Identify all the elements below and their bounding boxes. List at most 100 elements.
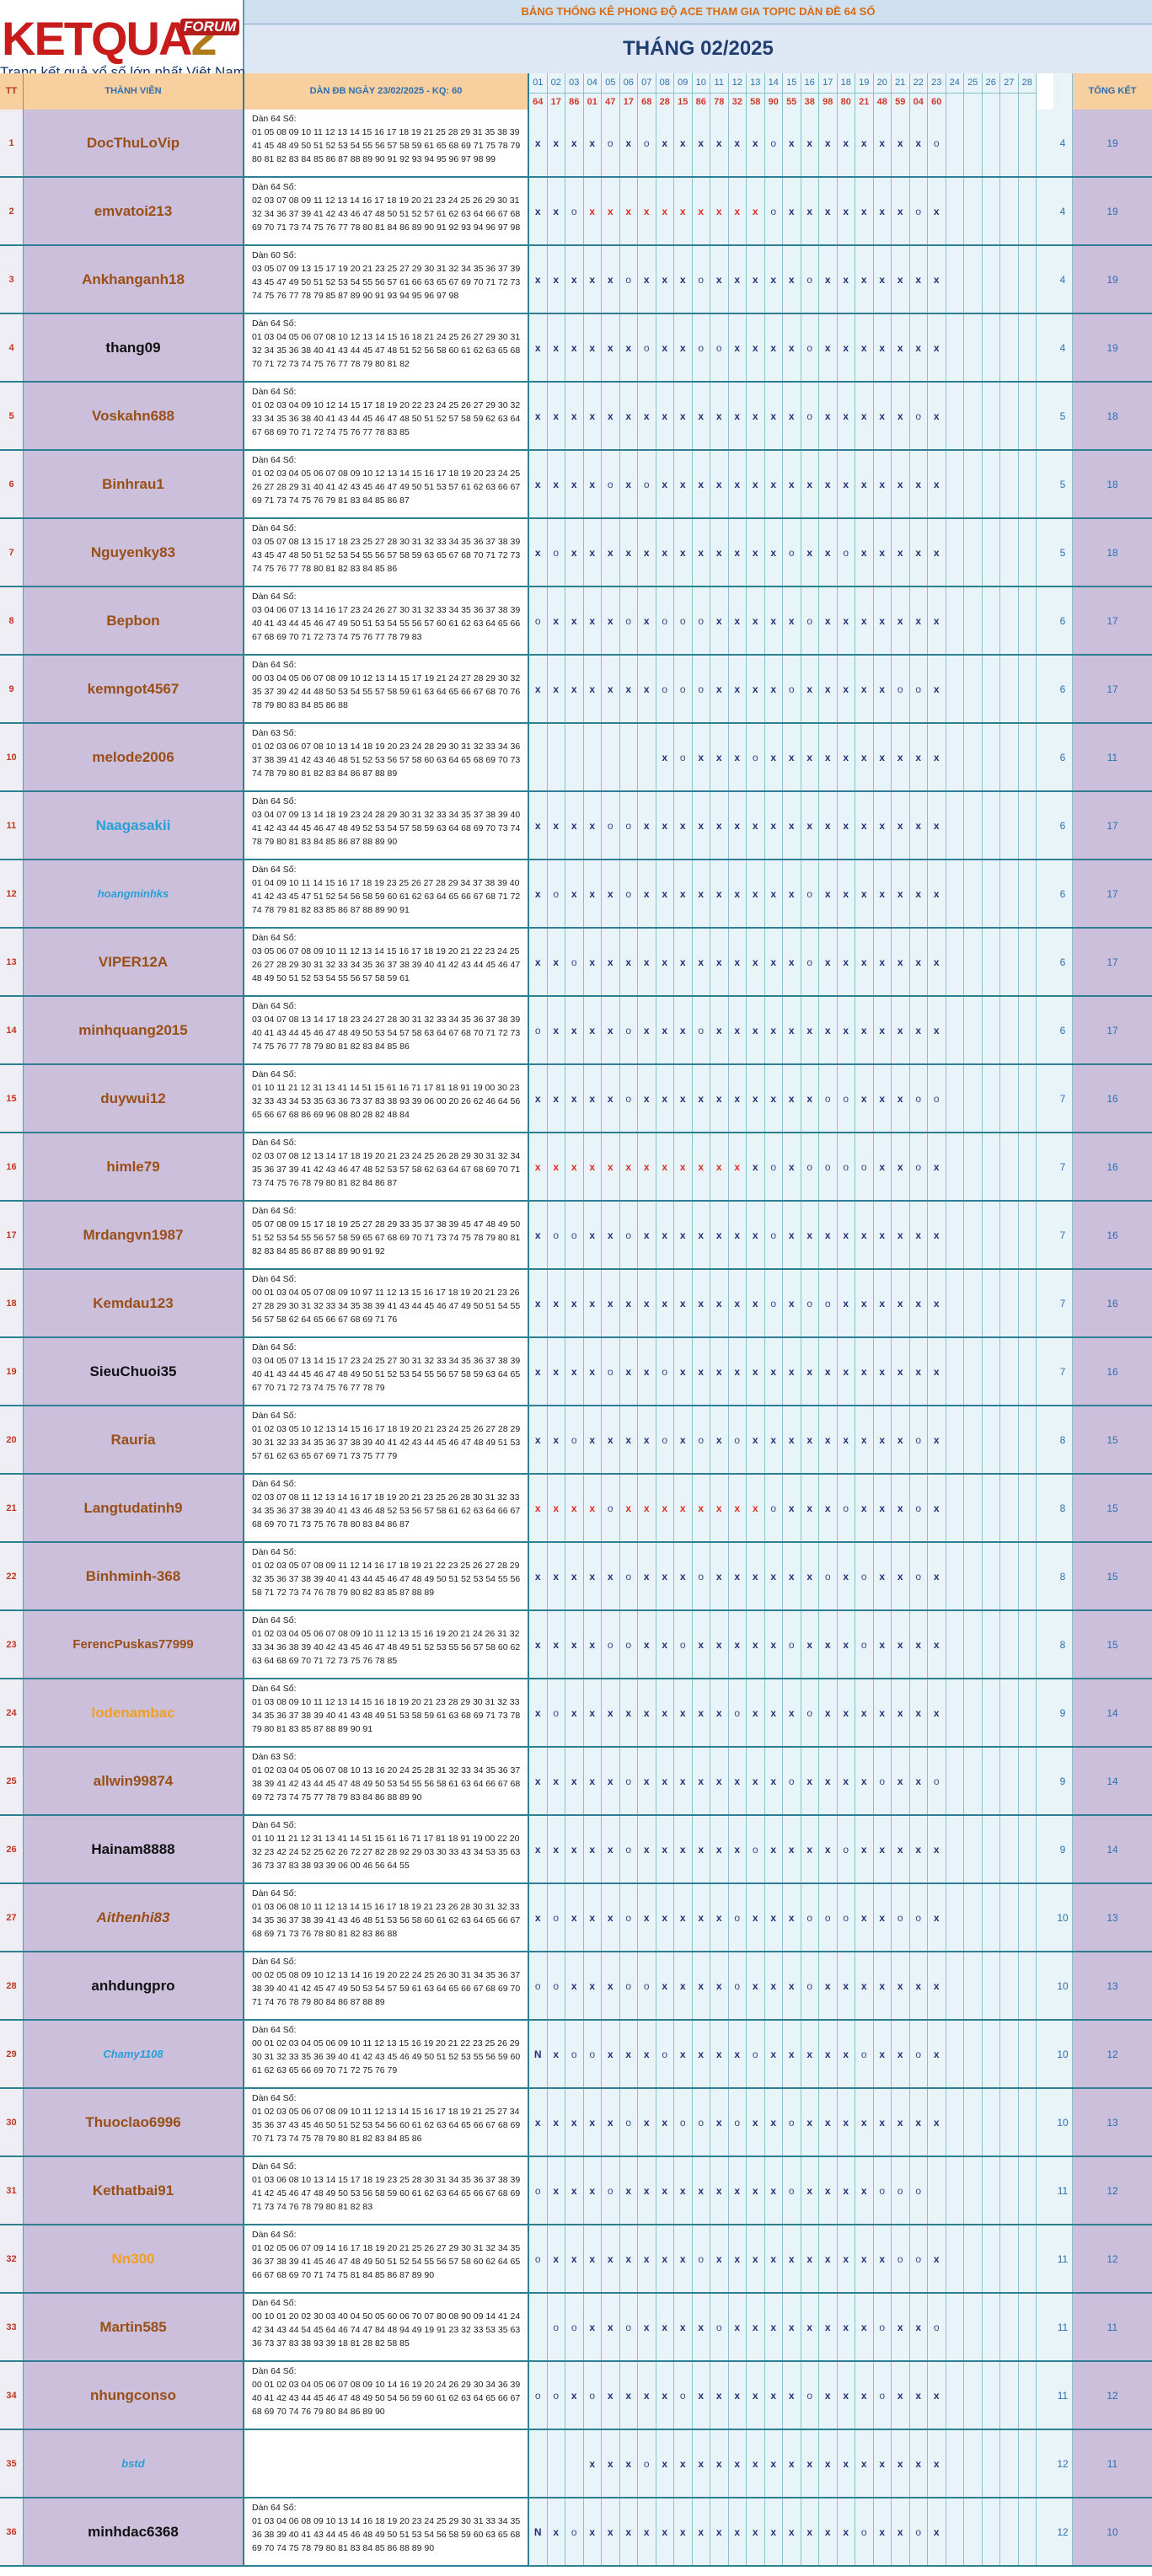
member-name-link[interactable]: minhdac6368: [24, 2498, 244, 2565]
day-mark: x: [783, 860, 801, 927]
member-name-link[interactable]: Hainam8888: [24, 1816, 244, 1882]
day-mark: x: [892, 314, 910, 381]
day-mark: [1000, 110, 1019, 176]
miss-count: 8: [1053, 1611, 1073, 1678]
dan-numbers: 00 01 03 04 05 07 08 09 10 97 11 12 13 1…: [252, 1288, 521, 1325]
member-name-link[interactable]: Nguyenky83: [24, 519, 244, 586]
member-name-link[interactable]: nhungconso: [24, 2362, 244, 2429]
day-mark: x: [710, 1338, 729, 1405]
member-name-link[interactable]: Binhminh-368: [24, 1543, 244, 1609]
member-name-link[interactable]: himle79: [24, 1133, 244, 1200]
member-name-link[interactable]: anhdungpro: [24, 1952, 244, 2019]
day-mark: [983, 2089, 1000, 2156]
day-mark: x: [783, 1679, 801, 1746]
day-header: 03: [565, 73, 584, 93]
day-mark: [1000, 1133, 1019, 1200]
member-name-link[interactable]: Bepbon: [24, 587, 244, 654]
day-mark: o: [928, 110, 946, 176]
day-mark: x: [656, 1270, 674, 1336]
member-name-link[interactable]: Nn300: [24, 2225, 244, 2292]
day-mark: x: [729, 519, 747, 586]
day-mark: o: [602, 2157, 620, 2224]
day-mark: x: [729, 2498, 747, 2565]
member-name-link[interactable]: bstd: [24, 2430, 244, 2497]
day-mark: x: [529, 1270, 548, 1336]
member-name-link[interactable]: hoangminhks: [24, 860, 244, 927]
member-name-link[interactable]: Langtudatinh9: [24, 1475, 244, 1541]
member-name-link[interactable]: minhquang2015: [24, 997, 244, 1063]
dan-label: Dàn 64 Số:: [252, 319, 297, 329]
miss-count: 8: [1053, 1543, 1073, 1609]
dan-cell: Dàn 63 Số: 01 02 03 04 05 06 07 08 10 13 …: [244, 1748, 529, 1814]
member-name-link[interactable]: Voskahn688: [24, 383, 244, 449]
dan-label: Dàn 64 Số:: [252, 1342, 297, 1352]
day-mark: x: [674, 1816, 693, 1882]
member-name-link[interactable]: emvatoi213: [24, 178, 244, 244]
day-mark: [928, 2157, 946, 2224]
member-name-link[interactable]: Chamy1108: [24, 2021, 244, 2087]
day-mark: x: [747, 1611, 765, 1678]
day-result: 04: [909, 93, 928, 110]
member-name-link[interactable]: kemngot4567: [24, 656, 244, 722]
row-number: 26: [0, 1816, 24, 1882]
day-mark: [1000, 1748, 1019, 1814]
day-mark: x: [620, 2225, 638, 2292]
day-mark: [964, 1065, 983, 1132]
day-header: 14: [764, 73, 783, 93]
member-name-link[interactable]: Thuoclao6996: [24, 2089, 244, 2156]
member-name-link[interactable]: DocThuLoVip: [24, 110, 244, 176]
dan-cell: Dàn 64 Số: 01 05 08 09 10 11 12 13 14 15 …: [244, 110, 529, 176]
day-mark: o: [910, 2498, 928, 2565]
member-name-link[interactable]: melode2006: [24, 724, 244, 790]
day-mark: x: [656, 383, 674, 449]
day-mark: x: [801, 110, 819, 176]
total-value: 18: [1073, 519, 1152, 586]
day-mark: x: [674, 929, 693, 995]
miss-count: 6: [1053, 929, 1073, 995]
day-mark: x: [855, 860, 874, 927]
day-mark: x: [693, 1475, 710, 1541]
dan-numbers: 00 10 01 20 02 30 03 40 04 50 05 60 06 7…: [252, 2311, 521, 2348]
day-mark: x: [548, 1816, 565, 1882]
day-mark: o: [529, 587, 548, 654]
member-name-link[interactable]: thang09: [24, 314, 244, 381]
day-mark: x: [765, 1816, 783, 1882]
member-name-link[interactable]: Mrdangvn1987: [24, 1202, 244, 1268]
member-name-link[interactable]: VIPER12A: [24, 929, 244, 995]
day-mark: [946, 2225, 964, 2292]
day-mark: x: [910, 1952, 928, 2019]
member-name-link[interactable]: Kethatbai91: [24, 2157, 244, 2224]
member-name-link[interactable]: Martin585: [24, 2294, 244, 2360]
day-mark: [1000, 929, 1019, 995]
day-mark: x: [819, 2498, 838, 2565]
day-mark: o: [892, 2225, 910, 2292]
member-name-link[interactable]: Naagasakii: [24, 792, 244, 859]
logo[interactable]: KETQUA2 FORUM Trang kết quả xổ số lớn nh…: [0, 0, 245, 84]
day-mark: [1019, 1202, 1037, 1268]
table-row: 1 DocThuLoVip Dàn 64 Số: 01 05 08 09 10 11 …: [0, 110, 1152, 178]
day-mark: x: [855, 1338, 874, 1405]
day-mark: [964, 2498, 983, 2565]
member-name-link[interactable]: FerencPuskas77999: [24, 1611, 244, 1678]
member-name-link[interactable]: Binhrau1: [24, 451, 244, 517]
day-mark: o: [674, 587, 693, 654]
day-mark: x: [656, 997, 674, 1063]
miss-count: 11: [1053, 2225, 1073, 2292]
day-mark: o: [620, 1202, 638, 1268]
member-name-link[interactable]: Rauria: [24, 1406, 244, 1473]
member-name-link[interactable]: Kemdau123: [24, 1270, 244, 1336]
day-mark: x: [529, 929, 548, 995]
day-mark: x: [729, 792, 747, 859]
member-name-link[interactable]: SieuChuoi35: [24, 1338, 244, 1405]
member-name-link[interactable]: lodenambac: [24, 1679, 244, 1746]
member-name-link[interactable]: duywui12: [24, 1065, 244, 1132]
day-mark: x: [838, 724, 855, 790]
day-mark: x: [855, 383, 874, 449]
member-name-link[interactable]: Aithenhi83: [24, 1884, 244, 1951]
day-mark: x: [693, 1816, 710, 1882]
day-mark: [1019, 1884, 1037, 1951]
member-name-link[interactable]: allwin99874: [24, 1748, 244, 1814]
member-name-link[interactable]: Ankhanganh18: [24, 246, 244, 313]
day-mark: o: [874, 2294, 892, 2360]
